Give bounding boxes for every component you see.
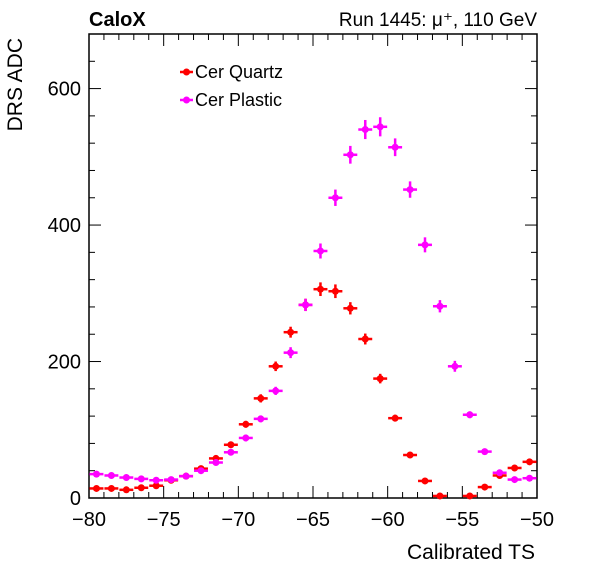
data-point: [179, 472, 194, 480]
data-point: [208, 459, 223, 467]
y-tick-label: 0: [70, 488, 81, 510]
data-point: [89, 470, 104, 478]
data-point: [149, 482, 164, 490]
data-point: [477, 448, 492, 456]
data-point: [268, 361, 283, 372]
series-cer-plastic: [89, 117, 537, 484]
data-point: [164, 476, 179, 484]
data-point: [492, 469, 507, 477]
data-point: [507, 464, 522, 472]
y-tick-label: 400: [48, 215, 81, 237]
data-point: [373, 117, 388, 137]
data-point: [283, 347, 298, 359]
data-point: [328, 189, 343, 206]
data-point: [462, 411, 477, 419]
data-point: [388, 414, 403, 422]
data-point: [507, 476, 522, 484]
x-axis: −80 −75 −70 −65 −60 −55 −50: [72, 34, 554, 531]
y-axis: 0 200 400 600: [48, 33, 537, 510]
data-point: [447, 360, 462, 372]
data-point: [253, 415, 268, 423]
x-tick-label: −55: [445, 509, 479, 531]
x-axis-title: Calibrated TS: [407, 541, 535, 564]
data-point: [298, 298, 313, 312]
data-point: [89, 484, 104, 492]
data-point: [223, 448, 238, 456]
legend-entry-cer-plastic: Cer Plastic: [180, 90, 282, 110]
data-point: [223, 441, 238, 449]
data-point: [403, 451, 418, 459]
data-point: [268, 386, 283, 395]
data-point: [134, 475, 149, 483]
data-point: [462, 492, 477, 500]
series-cer-quartz: [89, 282, 537, 500]
data-point: [253, 394, 268, 403]
data-point: [238, 420, 253, 428]
data-point: [283, 326, 298, 338]
legend-entry-cer-quartz: Cer Quartz: [180, 62, 283, 82]
y-tick-label: 200: [48, 352, 81, 374]
data-point: [358, 333, 373, 345]
data-point: [477, 483, 492, 491]
data-point: [104, 471, 119, 479]
data-point: [418, 237, 432, 253]
data-point: [432, 300, 447, 313]
data-point: [313, 243, 328, 259]
data-point: [522, 474, 537, 482]
x-tick-label: −50: [520, 509, 554, 531]
data-point: [313, 282, 328, 297]
data-point: [403, 181, 418, 198]
data-point: [388, 138, 403, 157]
data-point: [358, 119, 373, 140]
legend-label-cer-plastic: Cer Plastic: [195, 90, 282, 110]
y-axis-title: DRS ADC: [4, 38, 27, 131]
data-point: [194, 467, 208, 475]
y-tick-label: 600: [48, 79, 81, 101]
x-tick-label: −80: [72, 509, 106, 531]
data-point: [343, 145, 358, 164]
data-point: [522, 458, 537, 466]
data-point: [373, 373, 388, 384]
x-tick-label: −65: [296, 509, 330, 531]
run-info-label: Run 1445: μ⁺, 110 GeV: [339, 10, 537, 31]
data-point: [432, 492, 447, 500]
data-point: [119, 486, 134, 494]
x-tick-label: −60: [371, 509, 405, 531]
data-point: [149, 476, 164, 484]
data-point: [238, 434, 253, 442]
legend-label-cer-quartz: Cer Quartz: [195, 62, 283, 82]
data-point: [343, 302, 358, 315]
x-tick-label: −75: [147, 509, 181, 531]
data-point: [418, 477, 432, 485]
data-point: [119, 474, 134, 482]
experiment-label: CaloX: [89, 9, 146, 31]
data-point: [328, 284, 343, 299]
data-point: [104, 484, 119, 492]
x-tick-label: −70: [221, 509, 255, 531]
data-point: [134, 484, 149, 492]
series-layer: [89, 117, 537, 500]
legend: Cer Quartz Cer Plastic: [180, 62, 283, 110]
plot-frame: [88, 33, 538, 499]
